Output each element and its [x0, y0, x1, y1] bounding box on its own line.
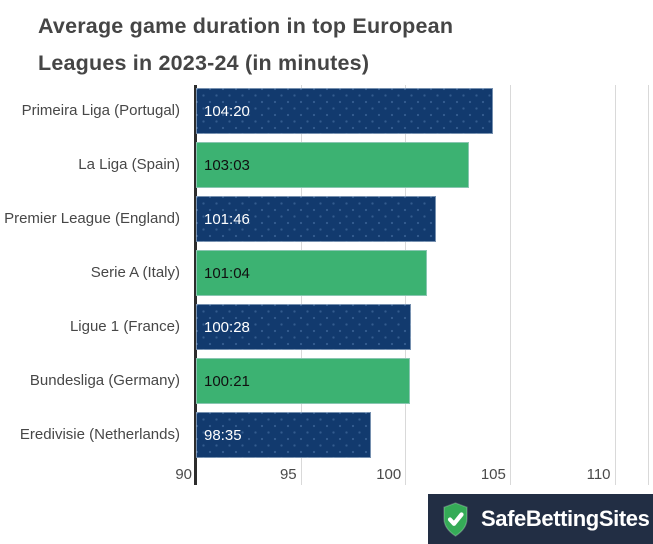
x-tick-label: 95: [279, 466, 297, 483]
category-label: La Liga (Spain): [78, 156, 180, 173]
category-label: Primeira Liga (Portugal): [21, 102, 180, 119]
gridline: [509, 85, 511, 485]
bar-value-label: 98:35: [204, 426, 242, 444]
category-label: Serie A (Italy): [90, 264, 180, 281]
bar-value-label: 103:03: [204, 156, 250, 174]
bar: 101:46: [196, 196, 436, 242]
brand-name: SafeBettingSites: [481, 506, 650, 531]
x-tick-label: 105: [480, 466, 506, 483]
bar: 104:20: [196, 88, 494, 134]
chart-title: Average game duration in top European Le…: [38, 8, 618, 82]
category-label: Premier League (England): [4, 210, 180, 227]
plot-area: 104:20 103:03 101:46 101:04 100:28 100:21 98:3…: [175, 85, 649, 485]
bar: 100:21: [196, 358, 410, 404]
safebettingsites-logo[interactable]: SafeBettingSites: [428, 494, 653, 544]
bars-container: 104:20 103:03 101:46 101:04 100:28 100:21 98:3…: [196, 88, 648, 458]
shield-check-icon: [443, 501, 468, 537]
bar-value-label: 100:21: [204, 372, 250, 390]
bar-value-label: 101:04: [204, 264, 250, 282]
bar: 100:28: [196, 304, 412, 350]
bar: 103:03: [196, 142, 469, 188]
category-labels: Primeira Liga (Portugal) La Liga (Spain) P…: [0, 88, 188, 458]
x-tick-label: 90: [175, 466, 192, 483]
category-label: Eredivisie (Netherlands): [19, 426, 180, 443]
category-label: Ligue 1 (France): [69, 318, 180, 335]
chart-title-line1: Average game duration in top European: [38, 14, 454, 38]
bar-value-label: 104:20: [204, 102, 250, 120]
chart-title-line2: Leagues in 2023-24 (in minutes): [38, 51, 370, 75]
x-tick-label: 110: [586, 466, 611, 483]
gridline: [614, 85, 616, 485]
bar-value-label: 101:46: [204, 210, 250, 228]
bar-value-label: 100:28: [204, 318, 250, 336]
bar: 101:04: [196, 250, 428, 296]
bar: 98:35: [196, 412, 371, 458]
gridline: [648, 85, 649, 485]
y-axis-line: [194, 85, 197, 485]
x-tick-label: 100: [376, 466, 402, 483]
category-label: Bundesliga (Germany): [29, 372, 180, 389]
